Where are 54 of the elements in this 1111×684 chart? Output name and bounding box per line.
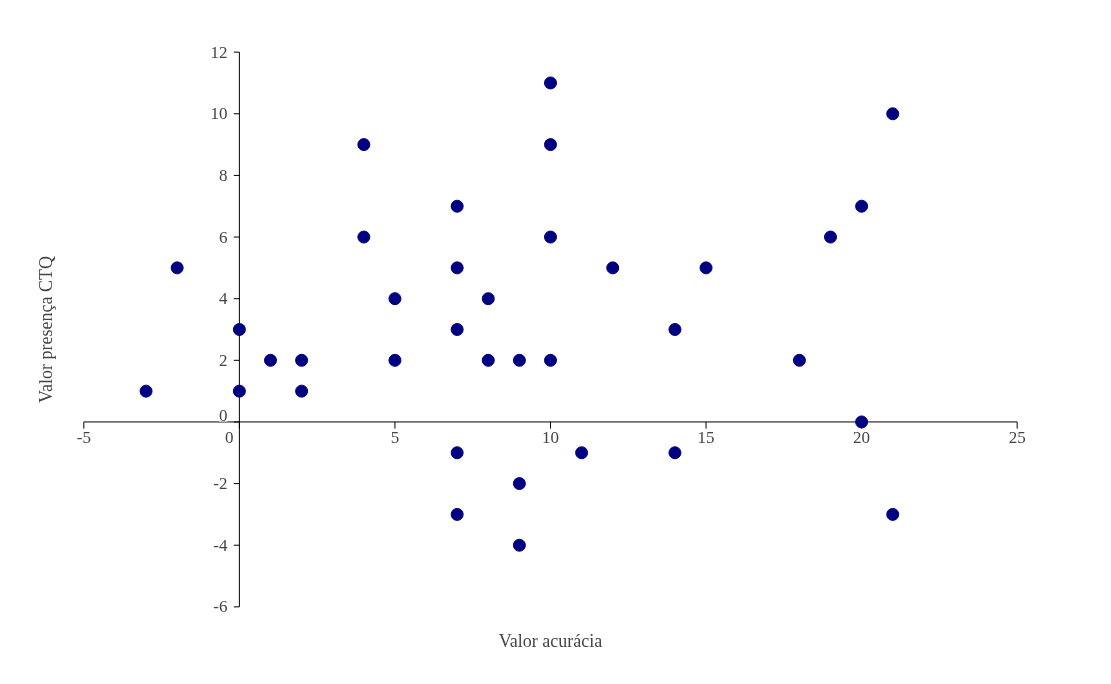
point: [450, 446, 464, 460]
point: [450, 507, 464, 521]
point: [544, 230, 557, 244]
point: [232, 323, 246, 336]
point: [606, 261, 620, 275]
point: [575, 446, 589, 460]
point: [295, 353, 309, 367]
point: [699, 261, 713, 275]
y-axis-title: Valor presença CTQ: [35, 256, 56, 403]
point: [139, 384, 153, 398]
point: [544, 353, 557, 367]
y-tick-label: -4: [213, 535, 228, 555]
point: [544, 138, 557, 152]
point: [481, 353, 495, 367]
point: [295, 384, 309, 398]
point: [886, 507, 900, 521]
point: [357, 230, 371, 244]
point: [512, 353, 526, 367]
point: [481, 292, 495, 306]
x-tick-label: 5: [390, 427, 400, 447]
point: [668, 323, 682, 336]
point: [544, 76, 557, 90]
y-tick-label: 0: [218, 406, 228, 426]
y-tick-label: 12: [210, 42, 228, 62]
point: [357, 138, 371, 152]
y-tick-label: -2: [213, 474, 228, 494]
point: [450, 323, 464, 336]
x-tick-label: -5: [76, 427, 91, 447]
y-tick-label: 10: [210, 104, 228, 124]
x-tick-label: 25: [1008, 427, 1026, 447]
x-axis-title: Valor acurácia: [498, 630, 603, 651]
point: [512, 538, 526, 552]
point: [388, 292, 402, 306]
point: [232, 384, 246, 398]
point: [668, 446, 682, 460]
x-tick-label: 20: [853, 427, 871, 447]
point: [792, 353, 806, 367]
point: [855, 199, 869, 213]
y-tick-label: 4: [218, 289, 228, 309]
y-tick-label: 2: [218, 350, 228, 370]
x-tick-label: 10: [542, 427, 559, 447]
point: [450, 199, 464, 213]
point: [512, 477, 526, 491]
y-tick-label: 8: [218, 165, 228, 185]
x-tick-label: 15: [697, 427, 715, 447]
point: [264, 353, 277, 367]
point: [388, 353, 402, 367]
point: [824, 230, 837, 244]
point: [450, 261, 464, 275]
point: [170, 261, 184, 275]
point: [855, 415, 869, 429]
y-tick-label: -6: [213, 597, 228, 617]
point: [886, 107, 900, 121]
y-tick-label: 6: [218, 227, 228, 247]
